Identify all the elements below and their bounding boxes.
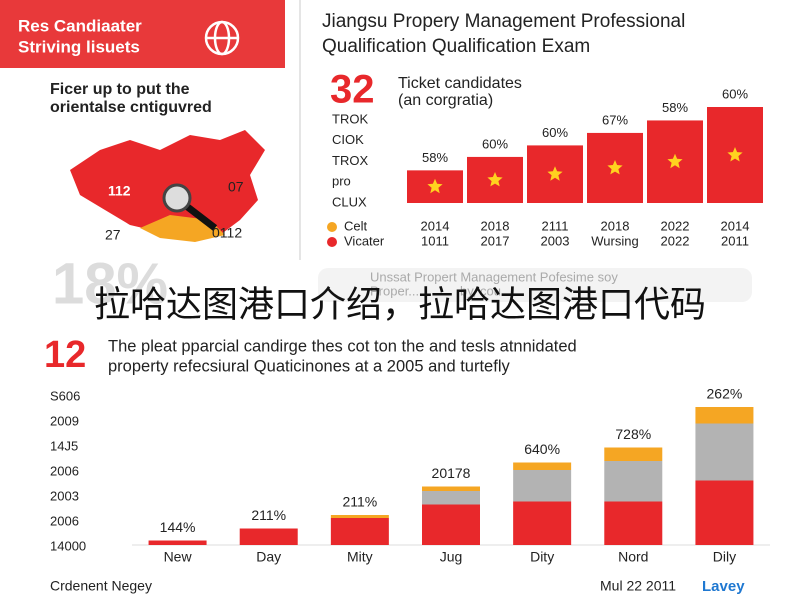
legend-label: Celt — [344, 218, 368, 233]
x-tick-label: Day — [256, 549, 281, 565]
star-icon — [487, 172, 503, 187]
legend-swatch — [327, 222, 337, 232]
x-tick-sublabel: 2003 — [541, 233, 570, 248]
star-icon — [547, 166, 563, 181]
bar-label: 60% — [542, 125, 568, 140]
x-tick-label: 2111 — [542, 218, 569, 233]
y-axis-label: pro — [332, 174, 351, 189]
highlight-text: Ticket candidates — [398, 75, 522, 92]
bar-segment — [239, 528, 298, 545]
y-axis-label: TROK — [332, 111, 368, 126]
bar-segment — [422, 504, 480, 545]
bar-label: 211% — [251, 507, 286, 523]
x-tick-label: New — [164, 549, 193, 565]
y-axis-label: 14J5 — [50, 438, 78, 453]
bar-label: 144% — [160, 519, 196, 535]
x-tick-label: Nord — [618, 549, 648, 565]
map-caption: orientalse cntiguvred — [50, 99, 212, 116]
bar-label: 728% — [615, 426, 651, 442]
x-tick-label: 2018 — [481, 218, 510, 233]
bar-segment — [422, 491, 480, 505]
title-line: Qualification Qualification Exam — [322, 36, 590, 57]
y-axis-label: S606 — [50, 388, 80, 403]
overlay-text: 拉哈达图港口介绍，拉哈达图港口代码 — [94, 284, 706, 325]
bar-segment — [513, 470, 572, 502]
y-axis-label: 2006 — [50, 513, 79, 528]
bar-segment — [604, 501, 663, 545]
bar-segment — [695, 480, 754, 545]
map-label: 27 — [105, 227, 121, 243]
star-icon — [667, 153, 683, 169]
star-icon — [427, 178, 443, 194]
section-text: The pleat pparcial candirge thes cot ton… — [108, 337, 577, 355]
title-line: Jiangsu Propery Management Professional — [322, 11, 685, 32]
map-label: 0112 — [212, 225, 242, 241]
y-axis-label: 2003 — [50, 488, 79, 503]
x-tick-label: Dity — [530, 549, 554, 565]
bar-segment — [695, 407, 754, 424]
x-tick-sublabel: 1011 — [421, 233, 449, 248]
map-shape — [70, 130, 265, 240]
legend-swatch — [327, 237, 337, 247]
bar-label: 20178 — [432, 465, 471, 481]
x-tick-label: 2014 — [721, 218, 750, 233]
y-axis-label: CIOK — [332, 132, 364, 147]
bar-segment — [422, 486, 480, 491]
bar-segment — [148, 540, 207, 545]
highlight-text: (an corgratia) — [398, 92, 493, 109]
star-icon — [727, 147, 743, 162]
bar-label: 58% — [662, 100, 688, 115]
x-tick-sublabel: 2017 — [481, 233, 510, 248]
magnifier-icon — [162, 183, 218, 231]
x-tick-sublabel: 2022 — [661, 233, 690, 248]
y-axis-label: CLUX — [332, 194, 367, 209]
bar-segment — [513, 501, 572, 545]
y-axis-label: TROX — [332, 153, 368, 168]
bar-segment — [604, 461, 663, 502]
highlight-number: 32 — [330, 68, 375, 112]
footer-date: Mul 22 2011 — [600, 578, 676, 594]
y-axis-label: 2006 — [50, 463, 79, 478]
x-tick-label: 2014 — [421, 218, 450, 233]
x-tick-label: Jug — [440, 549, 463, 565]
faded-line: by, cou... — [460, 283, 512, 298]
faded-line: Unssat Propert Management Pofesime soy — [370, 269, 618, 284]
bar-label: 67% — [602, 112, 628, 127]
y-axis-label: 14000 — [50, 538, 86, 553]
banner-line: Res Candiaater — [18, 16, 142, 35]
x-tick-sublabel: 2011 — [721, 233, 749, 248]
x-tick-label: 2022 — [661, 218, 690, 233]
bar-label: 60% — [482, 136, 508, 151]
x-tick-label: 2018 — [601, 218, 630, 233]
x-tick-sublabel: Wursing — [591, 233, 638, 248]
bar-segment — [695, 423, 754, 481]
map-caption: Ficer up to put the — [50, 81, 190, 98]
section-text: property refecsiural Quaticinones at a 2… — [108, 357, 510, 375]
bar-segment — [330, 518, 389, 545]
star-icon — [607, 160, 623, 175]
bar-label: 640% — [524, 441, 560, 457]
faded-number: 18% — [52, 251, 168, 316]
legend-label: Vicater — [344, 233, 385, 248]
bar-segment — [330, 515, 389, 518]
bar-segment — [513, 462, 572, 470]
bar-label: 262% — [707, 386, 743, 402]
map-label: 07 — [228, 179, 244, 195]
bar-label: 60% — [722, 86, 748, 101]
y-axis-label: 2009 — [50, 413, 79, 428]
faded-line: Proper... — [370, 283, 419, 298]
bar-label: 211% — [342, 494, 377, 510]
faded-box — [318, 268, 752, 302]
footer-brand: Lavey — [702, 578, 745, 595]
section-number: 12 — [44, 334, 86, 376]
map-label: 112 — [108, 183, 131, 199]
banner-line: Striving lisuets — [18, 37, 140, 56]
globe-icon — [204, 20, 240, 56]
bar-segment — [604, 447, 663, 461]
footer-left: Crdenent Negey — [50, 578, 152, 594]
bar-label: 58% — [422, 150, 448, 165]
x-tick-label: Dily — [713, 549, 736, 565]
x-tick-label: Mity — [347, 549, 373, 565]
